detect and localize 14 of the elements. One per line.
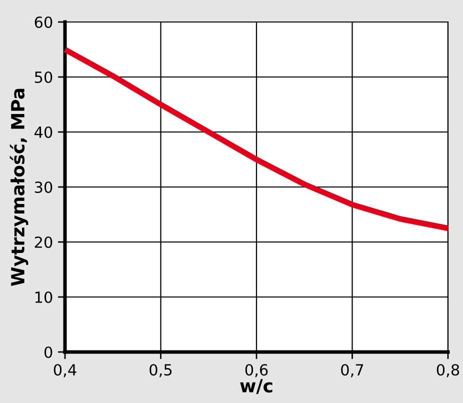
y-tick-label: 60 <box>34 16 52 28</box>
x-tick-label: 0,5 <box>150 364 172 378</box>
y-tick-label: 50 <box>34 71 52 84</box>
x-tick-label: 0,8 <box>436 364 460 378</box>
y-tick-label: 10 <box>35 291 52 304</box>
y-tick-label: 30 <box>34 181 52 194</box>
x-axis-title: w/c <box>240 379 272 394</box>
y-tick-label: 40 <box>34 126 52 138</box>
y-axis-title: Wytrzymałość, MPa <box>10 88 28 286</box>
x-tick-label: 0,4 <box>54 364 76 378</box>
y-tick-label: 20 <box>34 236 52 248</box>
x-tick-label: 0,7 <box>341 364 364 378</box>
x-tick-label: 0,6 <box>245 364 268 378</box>
y-tick-label: 0 <box>44 346 52 358</box>
